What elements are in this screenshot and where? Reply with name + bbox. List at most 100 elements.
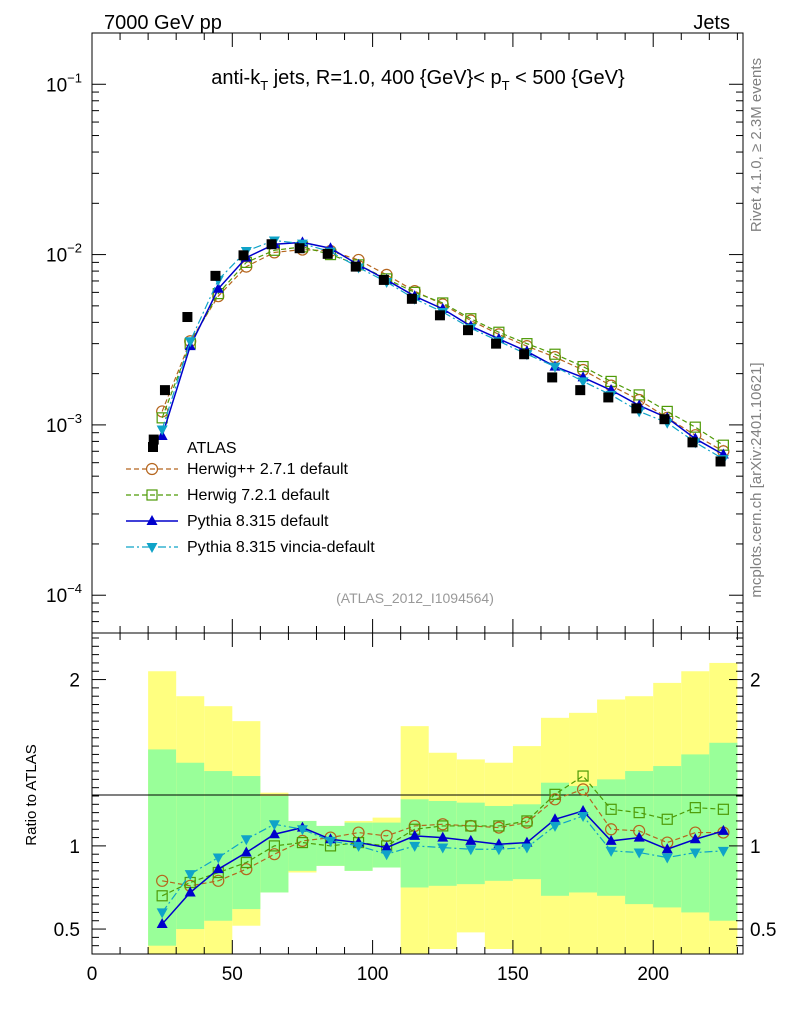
main-series-point: [212, 282, 224, 293]
ratio-series-point: [633, 831, 645, 842]
ratio-series-point: [212, 874, 225, 887]
ratio-series-point: [633, 807, 645, 819]
ratio-series-point: [437, 820, 449, 832]
ratio-series-point: [268, 820, 280, 831]
atlas-data-point: [148, 434, 159, 445]
main-series-line: [161, 241, 724, 456]
ratio-series-point: [605, 803, 617, 815]
ratio-series-point: [661, 843, 673, 854]
atlas-data-point: [294, 243, 305, 254]
ratio-series-point: [184, 886, 196, 897]
main-series-point: [184, 337, 196, 348]
ratio-series-point: [156, 918, 168, 929]
ratio-series-point: [493, 820, 505, 832]
ratio-y-tick-label: 1: [69, 837, 80, 858]
ratio-series-point: [689, 833, 701, 844]
atlas-data-point: [238, 250, 249, 261]
x-tick-label: 150: [497, 964, 529, 985]
green-band-bin: [540, 782, 570, 896]
legend-label: Herwig++ 2.7.1 default: [187, 461, 349, 478]
ratio-series-point: [212, 853, 224, 864]
atlas-data-point: [406, 293, 417, 304]
ratio-series-point: [465, 845, 477, 856]
ratio-series-point: [521, 843, 533, 854]
plot-title: anti-kT jets, R=1.0, 400 {GeV}< pT < 500…: [211, 67, 625, 93]
ratio-series-point: [605, 846, 617, 857]
ratio-y-tick-label: 2: [69, 671, 80, 692]
main-panel: 10−1 10−2 10−3 10−4 anti-kT jets, R=1.0, 40…: [46, 32, 744, 634]
ratio-series-point: [325, 836, 337, 847]
atlas-data-point: [434, 310, 445, 321]
atlas-data-point: [210, 270, 221, 281]
ratio-series-line: [161, 815, 724, 913]
legend-atlas-label: ATLAS: [187, 440, 237, 457]
ratio-series-point: [661, 853, 673, 864]
main-y-axis: 10−1 10−2 10−3 10−4: [46, 32, 743, 634]
main-y-tick-label: 10−2: [46, 241, 82, 267]
main-series-line: [161, 239, 724, 460]
atlas-data-point: [575, 385, 586, 396]
ratio-series-point: [409, 841, 421, 852]
ratio-series-point: [549, 821, 561, 832]
legend-marker: [146, 543, 158, 553]
x-axis: 0 50 100 150 200: [87, 633, 738, 985]
green-band-bin: [176, 762, 205, 930]
main-series: [156, 236, 730, 466]
header-right: Jets: [693, 12, 730, 34]
main-y-tick-label: 10−3: [46, 411, 82, 437]
mcplots-label: mcplots.cern.ch [arXiv:2401.10621]: [748, 362, 765, 597]
ratio-series-point: [549, 813, 561, 824]
legend-label: Pythia 8.315 vincia-default: [187, 539, 375, 556]
ratio-series-point: [296, 825, 308, 836]
main-series-line: [161, 248, 724, 452]
ratio-series-point: [240, 863, 253, 876]
legend-atlas-marker: [148, 442, 158, 452]
legend-label: Herwig 7.2.1 default: [187, 487, 330, 504]
analysis-id: (ATLAS_2012_I1094564): [336, 590, 494, 606]
x-tick-label: 0: [87, 964, 98, 985]
green-band-bin: [260, 795, 289, 893]
uncertainty-bands: [148, 662, 738, 954]
atlas-data-point: [715, 456, 726, 467]
main-y-tick-label: 10−1: [46, 70, 82, 96]
ratio-y-tick-label-right: 1: [750, 837, 761, 858]
main-series-point: [549, 348, 561, 360]
legend: ATLAS Herwig++ 2.7.1 default Herwig 7.2.1…: [126, 440, 375, 556]
header-left: 7000 GeV pp: [104, 12, 222, 34]
ratio-frame: [91, 632, 744, 955]
ratio-series-point: [577, 811, 589, 822]
ratio-y-axis: 0.5 0.5 1 1 2 2: [54, 637, 776, 947]
green-band-bin: [569, 786, 598, 893]
green-band-bin: [204, 771, 233, 921]
atlas-data-point: [350, 261, 361, 272]
ratio-series-point: [661, 813, 673, 825]
main-series-point: [156, 425, 168, 436]
ratio-series-line: [161, 775, 724, 897]
ratio-series-point: [353, 841, 365, 852]
atlas-data-point: [266, 239, 277, 250]
ratio-y-tick-label-right: 0.5: [750, 920, 776, 941]
ratio-series-point: [437, 843, 449, 854]
ratio-series-point: [156, 890, 168, 902]
ratio-ylabel: Ratio to ATLAS: [23, 744, 40, 845]
ratio-series-point: [381, 841, 393, 852]
main-x-ticks: [91, 33, 738, 633]
ratio-series-point: [268, 840, 280, 852]
ratio-series-point: [240, 856, 252, 869]
ratio-series-point: [240, 846, 252, 857]
ratio-series-point: [717, 824, 729, 835]
atlas-data-point: [159, 385, 170, 396]
ratio-series-point: [212, 863, 224, 874]
ratio-series-point: [689, 848, 701, 859]
x-tick-label: 100: [357, 964, 389, 985]
atlas-data-point: [687, 437, 698, 448]
ratio-series-point: [605, 823, 618, 836]
ratio-series-point: [437, 831, 449, 842]
green-band-bin: [428, 800, 457, 886]
ratio-series-point: [156, 874, 169, 887]
ratio-series-point: [493, 845, 505, 856]
ratio-series-point: [576, 783, 590, 796]
atlas-data-point: [182, 312, 193, 323]
atlas-data-point: [491, 338, 502, 349]
ratio-y-tick-label: 0.5: [54, 920, 80, 941]
